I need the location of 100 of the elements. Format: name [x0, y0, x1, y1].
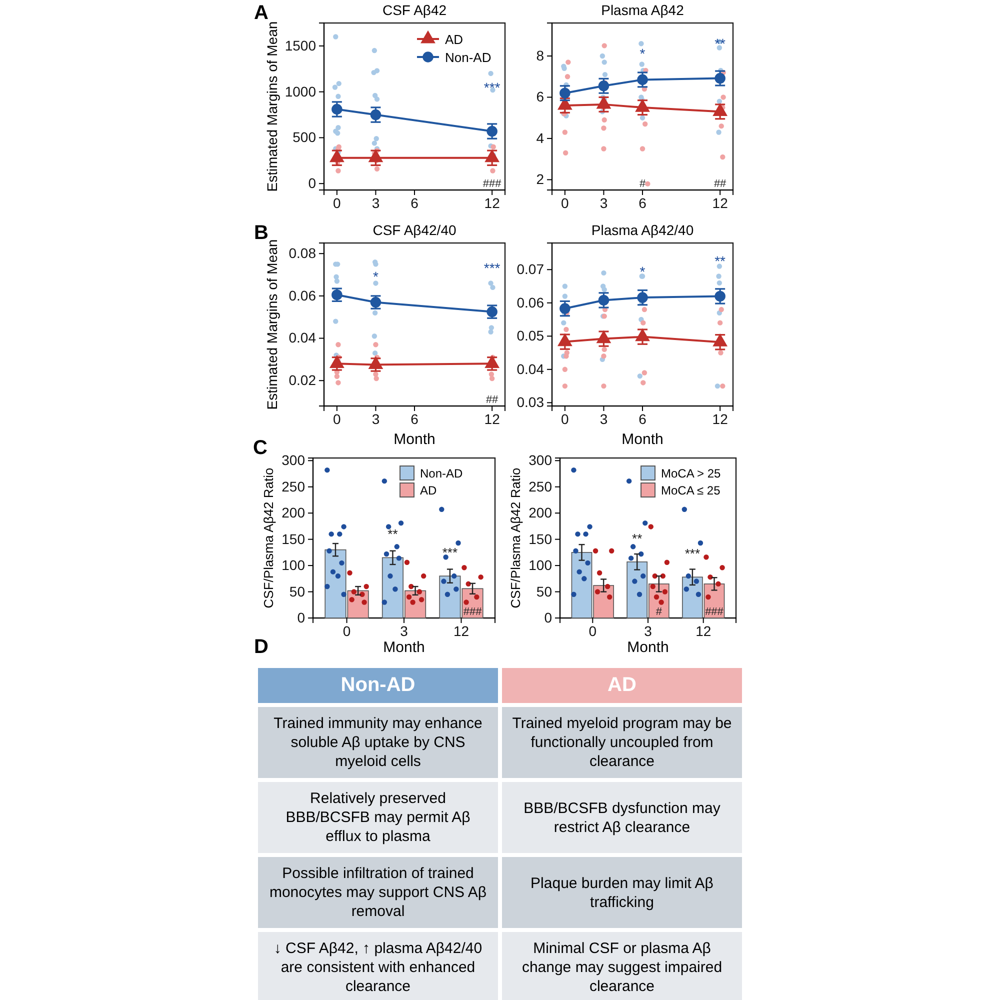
point [562, 294, 568, 299]
point [716, 130, 722, 135]
point [490, 168, 496, 174]
point [602, 286, 607, 292]
y-tick-label: 0.06 [516, 294, 544, 310]
point [716, 280, 722, 286]
point [601, 354, 606, 359]
point [716, 274, 722, 279]
x-tick-label: 0 [342, 622, 351, 639]
y-tick-label: 0.02 [288, 372, 316, 388]
x-tick-label: 6 [638, 194, 647, 211]
y-tick-label: 0 [297, 609, 306, 626]
x-tick-label: 12 [453, 622, 470, 639]
point [640, 146, 646, 152]
y-tick-label: 1000 [284, 83, 316, 100]
point [639, 62, 644, 67]
x-tick-label: 3 [600, 410, 608, 427]
x-axis-title: Month [383, 639, 425, 656]
point [372, 48, 378, 54]
point [336, 380, 341, 386]
point [488, 280, 494, 286]
point [720, 383, 726, 389]
point [640, 320, 646, 326]
point [720, 94, 726, 100]
legend-label: AD [420, 484, 438, 498]
annotation: # [639, 178, 646, 190]
y-tick-label: 2 [536, 171, 544, 188]
x-tick-label: 12 [712, 410, 728, 427]
annotation: *** [484, 79, 501, 96]
point [486, 126, 498, 137]
y-tick-label: 0.04 [288, 330, 316, 346]
annotation: ## [486, 394, 500, 406]
point [336, 80, 342, 86]
y-tick-label: 300 [282, 452, 306, 468]
point [562, 284, 568, 289]
point [564, 354, 569, 359]
x-tick-label: 6 [410, 194, 419, 211]
point [602, 72, 608, 78]
point [718, 350, 724, 356]
point [372, 140, 378, 146]
y-tick-label: 150 [282, 530, 306, 547]
text: Trained myeloid program may be functionally uncoupled from clearance [512, 715, 732, 770]
point [562, 366, 568, 372]
annotation: ** [714, 35, 726, 52]
point [637, 292, 648, 303]
y-tick-label: 6 [536, 88, 544, 105]
point [490, 284, 496, 290]
point [562, 150, 568, 156]
point [640, 115, 646, 120]
x-axis-title: Month [627, 639, 669, 656]
point [600, 53, 606, 59]
point [566, 60, 571, 65]
point [372, 334, 378, 339]
chart-title: Plasma Aβ42/40 [591, 222, 694, 238]
legend-label: MoCA ≤ 25 [661, 484, 721, 498]
annotation: *** [484, 260, 501, 276]
point [332, 104, 342, 115]
y-axis-title: CSF/Plasma Aβ42 Ratio [508, 468, 523, 608]
annotation: *** [442, 545, 458, 560]
y-tick-label: 500 [292, 129, 316, 146]
point [371, 70, 376, 76]
point [370, 109, 382, 120]
legend-label: Non-AD [445, 50, 492, 65]
annotation: ### [482, 178, 502, 190]
point [372, 310, 378, 316]
point [489, 376, 495, 382]
point [642, 121, 648, 127]
y-tick-label: 0 [544, 609, 552, 626]
y-tick-label: 50 [289, 583, 306, 600]
y-axis-title: CSF/Plasma Aβ42 Ratio [261, 468, 276, 608]
point [336, 342, 341, 348]
point [372, 350, 378, 356]
x-tick-label: 0 [588, 622, 597, 639]
annotation: ** [632, 530, 642, 546]
annotation: * [640, 46, 646, 62]
y-tick-label: 0.08 [288, 245, 316, 262]
x-tick-label: 3 [600, 194, 608, 211]
point [564, 74, 570, 80]
point [334, 374, 340, 379]
point [601, 146, 606, 152]
x-axis-title: Month [394, 431, 436, 448]
point [716, 264, 722, 269]
text: ↓ CSF Aβ42, ↑ plasma Aβ42/40 are consistent with enhanced clearance [274, 940, 482, 995]
point [374, 136, 379, 142]
x-tick-label: 3 [372, 194, 380, 211]
point [333, 34, 338, 40]
y-tick-label: 0.07 [516, 261, 544, 278]
y-tick-label: 100 [528, 557, 552, 574]
point [561, 320, 566, 326]
text: BBB/BCSFB dysfunction may restrict Aβ clearance [524, 800, 720, 836]
point [374, 166, 380, 172]
y-tick-label: 4 [536, 130, 544, 146]
x-tick-label: 12 [484, 194, 500, 211]
y-tick-label: 0.05 [516, 328, 544, 344]
chart-title: CSF Aβ42/40 [372, 222, 456, 238]
text: Trained immunity may enhance soluble Aβ uptake by CNS myeloid cells [274, 715, 482, 770]
point [645, 181, 650, 186]
point [488, 329, 494, 335]
chart-title: Plasma Aβ42 [601, 2, 684, 18]
point [560, 88, 570, 98]
